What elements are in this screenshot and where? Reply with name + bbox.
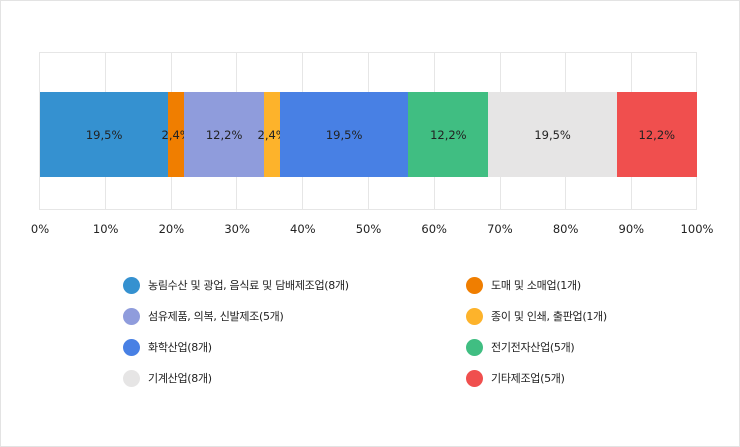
x-tick-label: 20% [158, 222, 185, 236]
legend-swatch-icon [466, 307, 483, 325]
x-tick-label: 100% [680, 222, 714, 236]
legend-label: 종이 및 인쇄, 출판업(1개) [491, 310, 607, 323]
legend-swatch-icon [466, 338, 483, 356]
legend-item[interactable]: 화학산업(8개) [123, 337, 212, 357]
bar-segment[interactable]: 12,2% [184, 92, 265, 177]
legend-item[interactable]: 종이 및 인쇄, 출판업(1개) [466, 306, 607, 326]
legend-label: 기타제조업(5개) [491, 372, 565, 385]
x-tick-label: 70% [487, 222, 513, 236]
x-tick-label: 10% [92, 222, 119, 236]
legend-swatch-icon [466, 369, 483, 387]
legend-label: 농림수산 및 광업, 음식료 및 담배제조업(8개) [148, 279, 349, 292]
legend-item[interactable]: 도매 및 소매업(1개) [466, 275, 581, 295]
legend-item[interactable]: 기계산업(8개) [123, 368, 212, 388]
legend-item[interactable]: 기타제조업(5개) [466, 368, 565, 388]
legend-label: 섬유제품, 의복, 신발제조(5개) [148, 310, 284, 323]
legend-swatch-icon [123, 369, 140, 387]
legend-label: 기계산업(8개) [148, 372, 212, 385]
legend-item[interactable]: 섬유제품, 의복, 신발제조(5개) [123, 306, 284, 326]
bar-segment[interactable]: 19,5% [488, 92, 617, 177]
legend-label: 전기전자산업(5개) [491, 341, 575, 354]
bar-segment[interactable]: 12,2% [616, 92, 697, 177]
bar-segment[interactable]: 2,4% [162, 92, 191, 177]
x-axis-ticks: 0% 10% 20% 30% 40% 50% 60% 70% 80% 90% 100% [0, 222, 740, 238]
bar-segment[interactable]: 19,5% [40, 92, 169, 177]
legend-label: 화학산업(8개) [148, 341, 212, 354]
bar-segment[interactable]: 19,5% [280, 92, 409, 177]
legend-swatch-icon [123, 307, 140, 325]
legend-swatch-icon [466, 276, 483, 294]
x-tick-label: 40% [290, 222, 316, 236]
legend-swatch-icon [123, 338, 140, 356]
x-tick-label: 50% [355, 222, 382, 236]
x-tick-label: 0% [30, 222, 50, 236]
legend-item[interactable]: 농림수산 및 광업, 음식료 및 담배제조업(8개) [123, 275, 349, 295]
x-tick-label: 80% [552, 222, 579, 236]
x-tick-label: 60% [421, 222, 447, 236]
stacked-bar: 19,5% 2,4% 12,2% 2,4% 19,5% 12,2% 19,5% 12,2% [40, 92, 697, 177]
legend-label: 도매 및 소매업(1개) [491, 279, 581, 292]
x-tick-label: 30% [224, 222, 250, 236]
bar-segment[interactable]: 12,2% [408, 92, 489, 177]
legend-item[interactable]: 전기전자산업(5개) [466, 337, 575, 357]
bar-segment[interactable]: 2,4% [258, 92, 287, 177]
legend-swatch-icon [123, 276, 140, 294]
x-tick-label: 90% [618, 222, 645, 236]
